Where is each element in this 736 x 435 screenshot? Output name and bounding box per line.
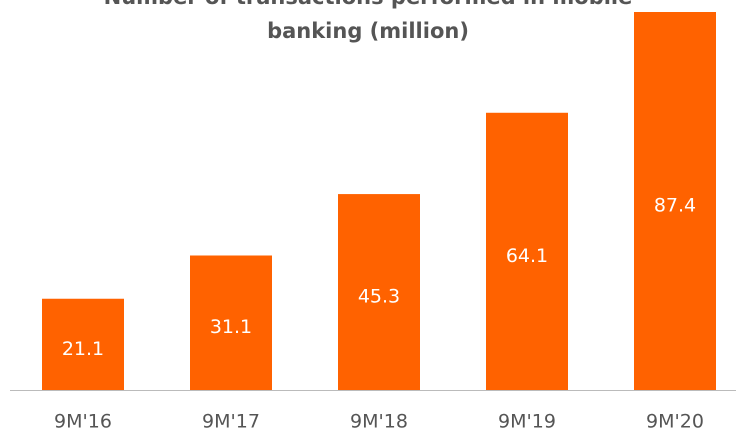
value-label: 64.1	[506, 245, 548, 267]
bar	[190, 255, 272, 390]
x-tick-label: 9M'20	[646, 411, 704, 433]
value-label: 45.3	[358, 286, 400, 308]
bar	[486, 112, 568, 390]
x-tick-label: 9M'18	[350, 411, 408, 433]
x-tick-label: 9M'17	[202, 411, 260, 433]
x-tick-label: 9M'19	[498, 411, 556, 433]
bar	[338, 194, 420, 390]
bar	[42, 298, 124, 390]
chart-title: Number of transactions performed in mobi…	[104, 0, 633, 9]
value-label: 31.1	[210, 316, 252, 338]
chart-title: banking (million)	[267, 19, 469, 43]
value-label: 87.4	[654, 195, 696, 217]
x-tick-label: 9M'16	[54, 411, 112, 433]
bar	[634, 12, 716, 390]
value-label: 21.1	[62, 338, 104, 360]
